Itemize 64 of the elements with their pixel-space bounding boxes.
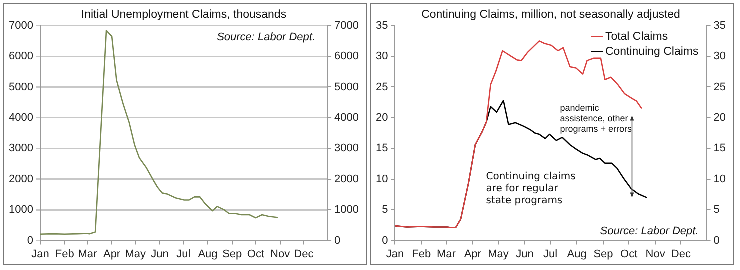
y2-tick-label: 6000 [8, 50, 34, 63]
x-tick-label: Feb [55, 248, 74, 260]
annotation: Source: Labor Dept. [217, 31, 316, 44]
y2-tick-label: 15 [714, 142, 726, 155]
y2-tick-label: 3000 [8, 142, 34, 155]
x-tick-label: Dec [294, 248, 314, 260]
x-tick-label: Dec [671, 248, 692, 260]
y-tick-label: 0 [334, 234, 341, 247]
y2-tick-label: 30 [714, 50, 726, 63]
y-tick-label: 3000 [334, 142, 360, 155]
x-tick-label: Feb [412, 248, 432, 260]
y-tick-label: 20 [376, 112, 388, 124]
legend-label: Continuing Claims [605, 46, 700, 58]
annotation: pandemic assistence, other programs + errors [560, 102, 633, 134]
y-tick-label: 5000 [334, 81, 360, 94]
y-tick-label: 35 [376, 20, 388, 32]
x-tick-label: Mar [436, 248, 456, 260]
x-tick-label: Nov [270, 248, 291, 260]
annotation: Source: Labor Dept. [600, 225, 699, 238]
x-tick-label: Apr [103, 248, 121, 260]
x-tick-label: Nov [646, 248, 666, 260]
y2-tick-label: 4000 [8, 112, 34, 124]
x-tick-label: Jan [386, 248, 404, 260]
x-tick-label: Apr [464, 248, 482, 260]
y2-tick-label: 1000 [8, 204, 34, 216]
y2-tick-label: 10 [714, 173, 726, 186]
x-tick-label: Jan [32, 248, 50, 260]
y-tick-label: 15 [376, 142, 388, 155]
y-tick-label: 10 [376, 173, 388, 186]
x-tick-label: Oct [247, 248, 265, 260]
y-tick-label: 1000 [334, 204, 360, 216]
annotation: Continuing claims are for regular state programs [486, 171, 576, 206]
x-tick-label: Aug [198, 248, 218, 260]
x-tick-label: May [488, 248, 510, 260]
x-tick-label: Mar [78, 248, 98, 260]
y-tick-label: 25 [376, 81, 388, 94]
y-tick-label: 4000 [334, 112, 360, 124]
x-tick-label: Sep [222, 248, 242, 260]
y-tick-label: 5 [382, 204, 388, 216]
y2-tick-label: 2000 [8, 173, 34, 186]
y-tick-label: 7000 [334, 20, 360, 32]
x-tick-label: Jul [544, 248, 558, 260]
legend-label: Total Claims [605, 30, 668, 43]
y-tick-label: 6000 [334, 50, 360, 63]
y-tick-label: 30 [376, 50, 388, 63]
x-tick-label: Jun [516, 248, 534, 260]
x-tick-label: Jul [176, 248, 191, 260]
y2-tick-label: 5000 [8, 81, 34, 94]
chart-title: Initial Unemployment Claims, thousands [81, 9, 287, 22]
y2-tick-label: 7000 [8, 20, 34, 32]
y2-tick-label: 0 [714, 234, 720, 247]
y2-tick-label: 0 [27, 234, 34, 247]
x-tick-label: Jun [151, 248, 169, 260]
x-tick-label: Oct [620, 248, 638, 260]
y2-tick-label: 5 [714, 204, 720, 216]
y-tick-label: 0 [382, 234, 388, 247]
y-tick-label: 2000 [334, 173, 360, 186]
y2-tick-label: 25 [714, 81, 726, 94]
y2-tick-label: 20 [714, 112, 726, 124]
x-tick-label: Sep [594, 248, 614, 260]
y2-tick-label: 35 [714, 20, 726, 32]
x-tick-label: May [125, 248, 147, 260]
x-tick-label: Aug [567, 248, 587, 260]
chart-title: Continuing Claims, million, not seasonally adjusted [422, 9, 680, 22]
